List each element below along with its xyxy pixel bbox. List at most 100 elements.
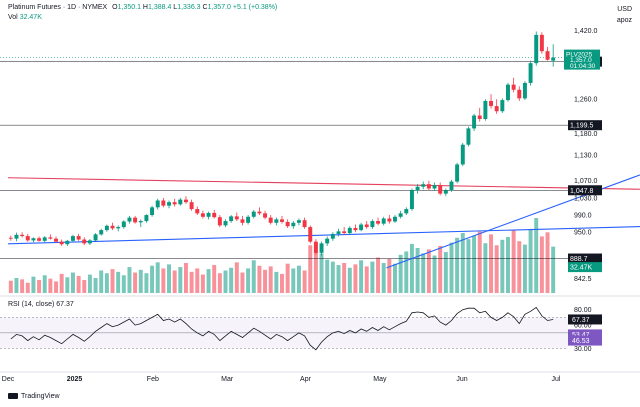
candle-body (359, 224, 364, 231)
volume-bar (195, 268, 200, 293)
candle-body (200, 213, 205, 217)
volume-bar (500, 239, 505, 293)
volume-bar (483, 243, 488, 293)
volume-bar (212, 265, 217, 293)
candle-body (54, 238, 58, 242)
time-tick-label: Dec (2, 376, 15, 383)
brand[interactable]: TradingView (8, 393, 60, 400)
price-tick-label: 1,030.0 (574, 195, 597, 202)
price-tick-label: 842.5 (574, 276, 592, 283)
candle-body (415, 186, 420, 191)
candle-body (172, 202, 177, 205)
candle-body (500, 100, 505, 112)
candle-body (138, 221, 143, 223)
candle-body (460, 144, 465, 165)
candle-body (381, 218, 386, 224)
volume-tag (568, 262, 602, 273)
candle-body (336, 231, 341, 234)
volume-bar (308, 245, 313, 293)
volume-bar (359, 260, 364, 293)
volume-bar (387, 258, 392, 293)
volume-bar (200, 274, 205, 293)
volume-bar (285, 263, 290, 293)
volume-bar (522, 244, 527, 293)
candle-body (370, 221, 375, 228)
level-tag-label: 1,199.5 (570, 123, 593, 130)
candle-body (144, 215, 149, 222)
volume-bar (539, 236, 544, 293)
volume-bar (477, 231, 482, 293)
volume-bar (65, 277, 70, 293)
volume-bar (528, 228, 533, 293)
volume-bar (48, 278, 53, 293)
tradingview-logo-icon (8, 393, 18, 400)
volume-bar (370, 261, 375, 293)
candle-body (14, 234, 19, 239)
volume-bar (506, 237, 510, 293)
candle-body (489, 100, 494, 107)
volume-bar (409, 243, 414, 293)
volume-bar (347, 267, 352, 293)
volume-bar (545, 232, 550, 293)
candle-body (296, 220, 301, 223)
candle-body (409, 190, 414, 210)
candle-body (438, 185, 443, 194)
time-tick-label: 2025 (67, 376, 83, 383)
horizontal-levels (0, 57, 568, 259)
volume-bar (489, 234, 494, 293)
volume-bar (70, 272, 75, 293)
candle-body (99, 230, 104, 235)
volume-bar (76, 275, 81, 293)
candle-body (285, 221, 290, 227)
volume-bar (116, 271, 121, 293)
time-tick-label: Mar (221, 376, 234, 383)
candle-body (31, 238, 36, 241)
volume-bar (342, 263, 347, 293)
volume-bar (31, 276, 36, 293)
volume-bar (189, 271, 194, 293)
candle-body (167, 202, 171, 206)
legend-line-2: Vol 32.47K (8, 14, 42, 21)
candle-body (325, 238, 330, 244)
candle-body (268, 217, 273, 223)
candle-body (183, 199, 188, 203)
price-axis[interactable]: 1,420.01,360.01,260.01,180.01,130.01,070… (564, 28, 602, 353)
volume-bar (426, 249, 431, 293)
volume-bar (8, 280, 13, 293)
volume-bar (393, 263, 397, 293)
volume-bar (376, 257, 381, 293)
time-tick-label: Apr (300, 376, 312, 383)
volume-bar (263, 269, 268, 293)
vol-value: 32.47K (19, 14, 42, 21)
candle-body (178, 199, 183, 205)
volume-bar (280, 273, 284, 293)
volume-bar (302, 270, 307, 293)
candle-body (82, 239, 87, 244)
volume-bar (155, 262, 160, 293)
candle-body (483, 100, 488, 119)
rsi-value-tag (568, 314, 602, 325)
volume-bar (167, 264, 171, 293)
candle-body (302, 220, 307, 228)
volume-bar (274, 271, 279, 293)
candle-body (291, 222, 296, 227)
candle-body (246, 216, 251, 223)
time-tick-label: Feb (147, 376, 159, 383)
candle-body (240, 219, 245, 223)
candle-body (116, 227, 121, 229)
volume-bar (494, 245, 499, 293)
price-tick-label: 950.0 (574, 230, 592, 237)
candle-body (443, 190, 448, 194)
volume-bar (87, 274, 92, 293)
currency-label: USD (617, 6, 632, 13)
candle-body (472, 115, 477, 129)
volume-bar (223, 270, 228, 293)
volume-bar (291, 268, 296, 293)
time-axis[interactable]: Dec 2025 Feb Mar Apr May Jun Jul (0, 371, 640, 383)
volume-bar (99, 270, 104, 293)
volume-bar (268, 266, 273, 293)
candle-body (432, 185, 437, 189)
volume-bar (37, 280, 42, 293)
scale-label[interactable]: apoz (616, 17, 632, 24)
volume-bar (82, 280, 87, 293)
